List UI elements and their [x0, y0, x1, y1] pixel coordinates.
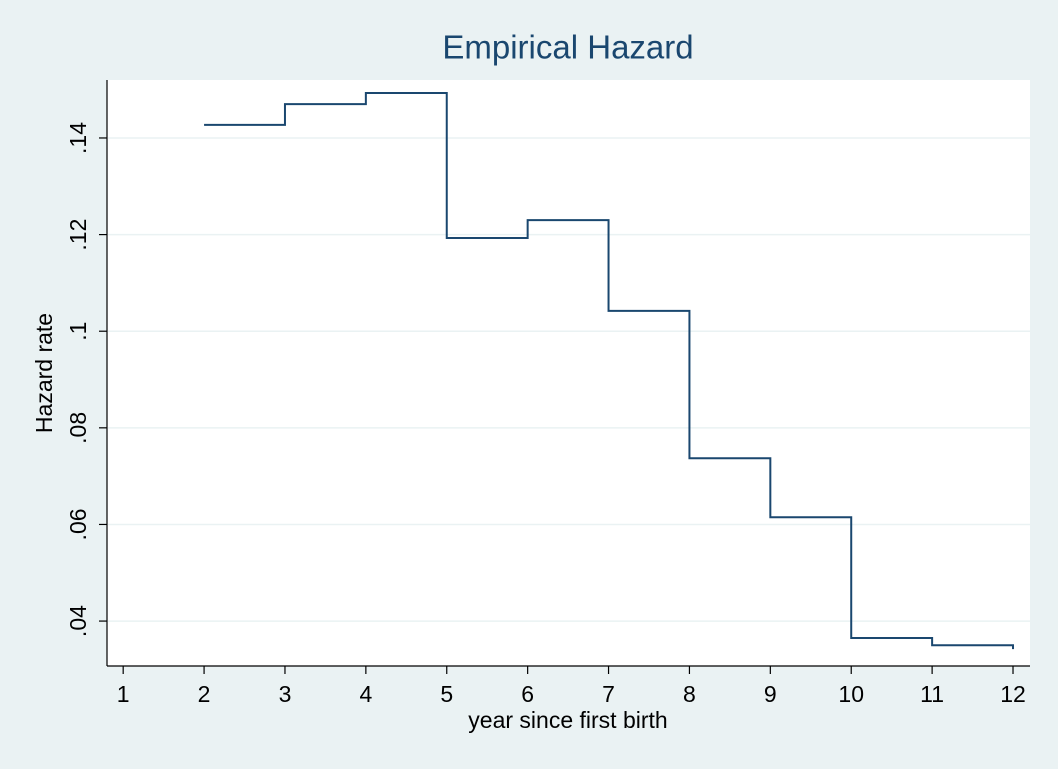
x-tick-label: 6 — [521, 681, 534, 707]
x-tick-label: 9 — [764, 681, 777, 707]
y-tick-label: .08 — [65, 412, 91, 444]
y-tick-label: .06 — [65, 508, 91, 540]
y-axis-label: Hazard rate — [31, 313, 57, 433]
y-tick-label: .12 — [65, 219, 91, 251]
x-tick-label: 12 — [1000, 681, 1026, 707]
y-tick-label: .14 — [65, 122, 91, 154]
x-tick-label: 1 — [117, 681, 130, 707]
x-tick-label: 4 — [359, 681, 372, 707]
x-tick-label: 2 — [198, 681, 211, 707]
y-tick-label: .1 — [65, 322, 91, 341]
y-tick-label: .04 — [65, 605, 91, 637]
x-tick-label: 10 — [838, 681, 864, 707]
x-tick-label: 3 — [279, 681, 292, 707]
x-tick-label: 5 — [440, 681, 453, 707]
x-axis-label: year since first birth — [468, 707, 667, 733]
plot-area — [107, 80, 1030, 666]
x-tick-label: 8 — [683, 681, 696, 707]
x-tick-label: 11 — [920, 681, 944, 707]
x-tick-label: 7 — [602, 681, 615, 707]
hazard-line — [204, 92, 1015, 650]
chart-title: Empirical Hazard — [442, 29, 693, 66]
